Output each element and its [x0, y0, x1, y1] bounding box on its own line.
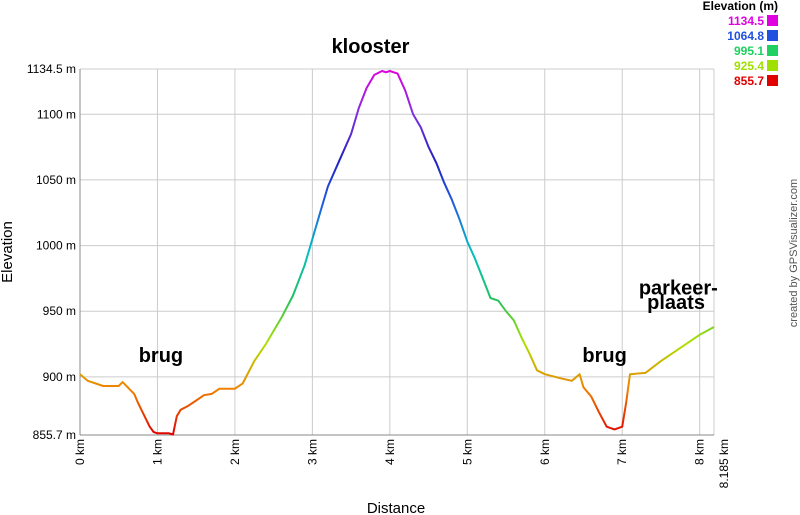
x-axis-title: Distance [367, 500, 425, 515]
y-tick-label: 855.7 m [33, 428, 76, 442]
y-tick-label: 950 m [43, 304, 76, 318]
x-tick-label: 7 km [615, 439, 629, 465]
gridlines [79, 68, 715, 436]
annotation-label: brug [582, 345, 626, 367]
x-tick-label: 4 km [383, 439, 397, 465]
legend-swatch [767, 15, 778, 26]
y-tick-label: 900 m [43, 370, 76, 384]
x-tick-label: 8.185 km [717, 439, 731, 488]
y-tick-label: 1100 m [37, 107, 76, 121]
y-tick-label: 1000 m [36, 239, 76, 253]
annotation-label: brug [139, 345, 183, 367]
legend-value: 1134.5 [728, 14, 764, 28]
x-tick-labels: 0 km 1 km 2 km 3 km 4 km 5 km 6 km 7 km 8 km 8.18… [73, 439, 731, 488]
legend-swatch [767, 30, 778, 41]
y-tick-label: 1050 m [36, 173, 76, 187]
elevation-line [79, 70, 715, 436]
x-tick-label: 8 km [693, 439, 707, 465]
elevation-points [79, 70, 715, 435]
x-tick-label: 6 km [538, 439, 552, 465]
annotations: klooster brug brug parkeer-plaats [139, 36, 718, 367]
legend-value: 1064.8 [727, 29, 764, 43]
credit-text: created by GPSVisualizer.com [788, 179, 800, 327]
legend-value: 995.1 [734, 44, 764, 58]
legend-value: 925.4 [734, 59, 764, 73]
annotation-label: plaats [647, 292, 705, 314]
x-tick-label: 3 km [305, 439, 319, 465]
legend-value: 855.7 [734, 74, 764, 88]
legend-swatch [767, 45, 778, 56]
x-tick-label: 2 km [228, 439, 242, 465]
legend-swatch [767, 60, 778, 71]
legend-swatch [767, 75, 778, 86]
y-tick-label: 1134.5 m [27, 62, 76, 76]
y-tick-labels: 855.7 m 900 m 950 m 1000 m 1050 m 1100 m 1134.… [27, 62, 76, 442]
annotation-label: parkeer- [639, 278, 718, 300]
legend-title: Elevation (m) [703, 0, 778, 13]
x-tick-label: 1 km [150, 439, 164, 465]
x-tick-label: 5 km [460, 439, 474, 465]
annotation-label: klooster [332, 36, 410, 58]
x-tick-label: 0 km [73, 439, 87, 465]
axes [79, 69, 714, 436]
y-axis-title: Elevation [0, 221, 16, 283]
legend: Elevation (m) 1134.51064.8995.1925.4855.… [703, 0, 778, 88]
